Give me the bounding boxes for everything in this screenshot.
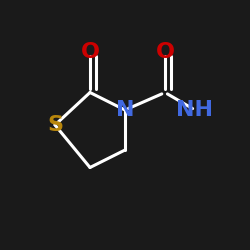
Text: O: O <box>156 42 174 62</box>
Text: NH: NH <box>176 100 214 120</box>
Text: O: O <box>80 42 100 62</box>
Text: S: S <box>47 115 63 135</box>
Text: N: N <box>116 100 134 120</box>
